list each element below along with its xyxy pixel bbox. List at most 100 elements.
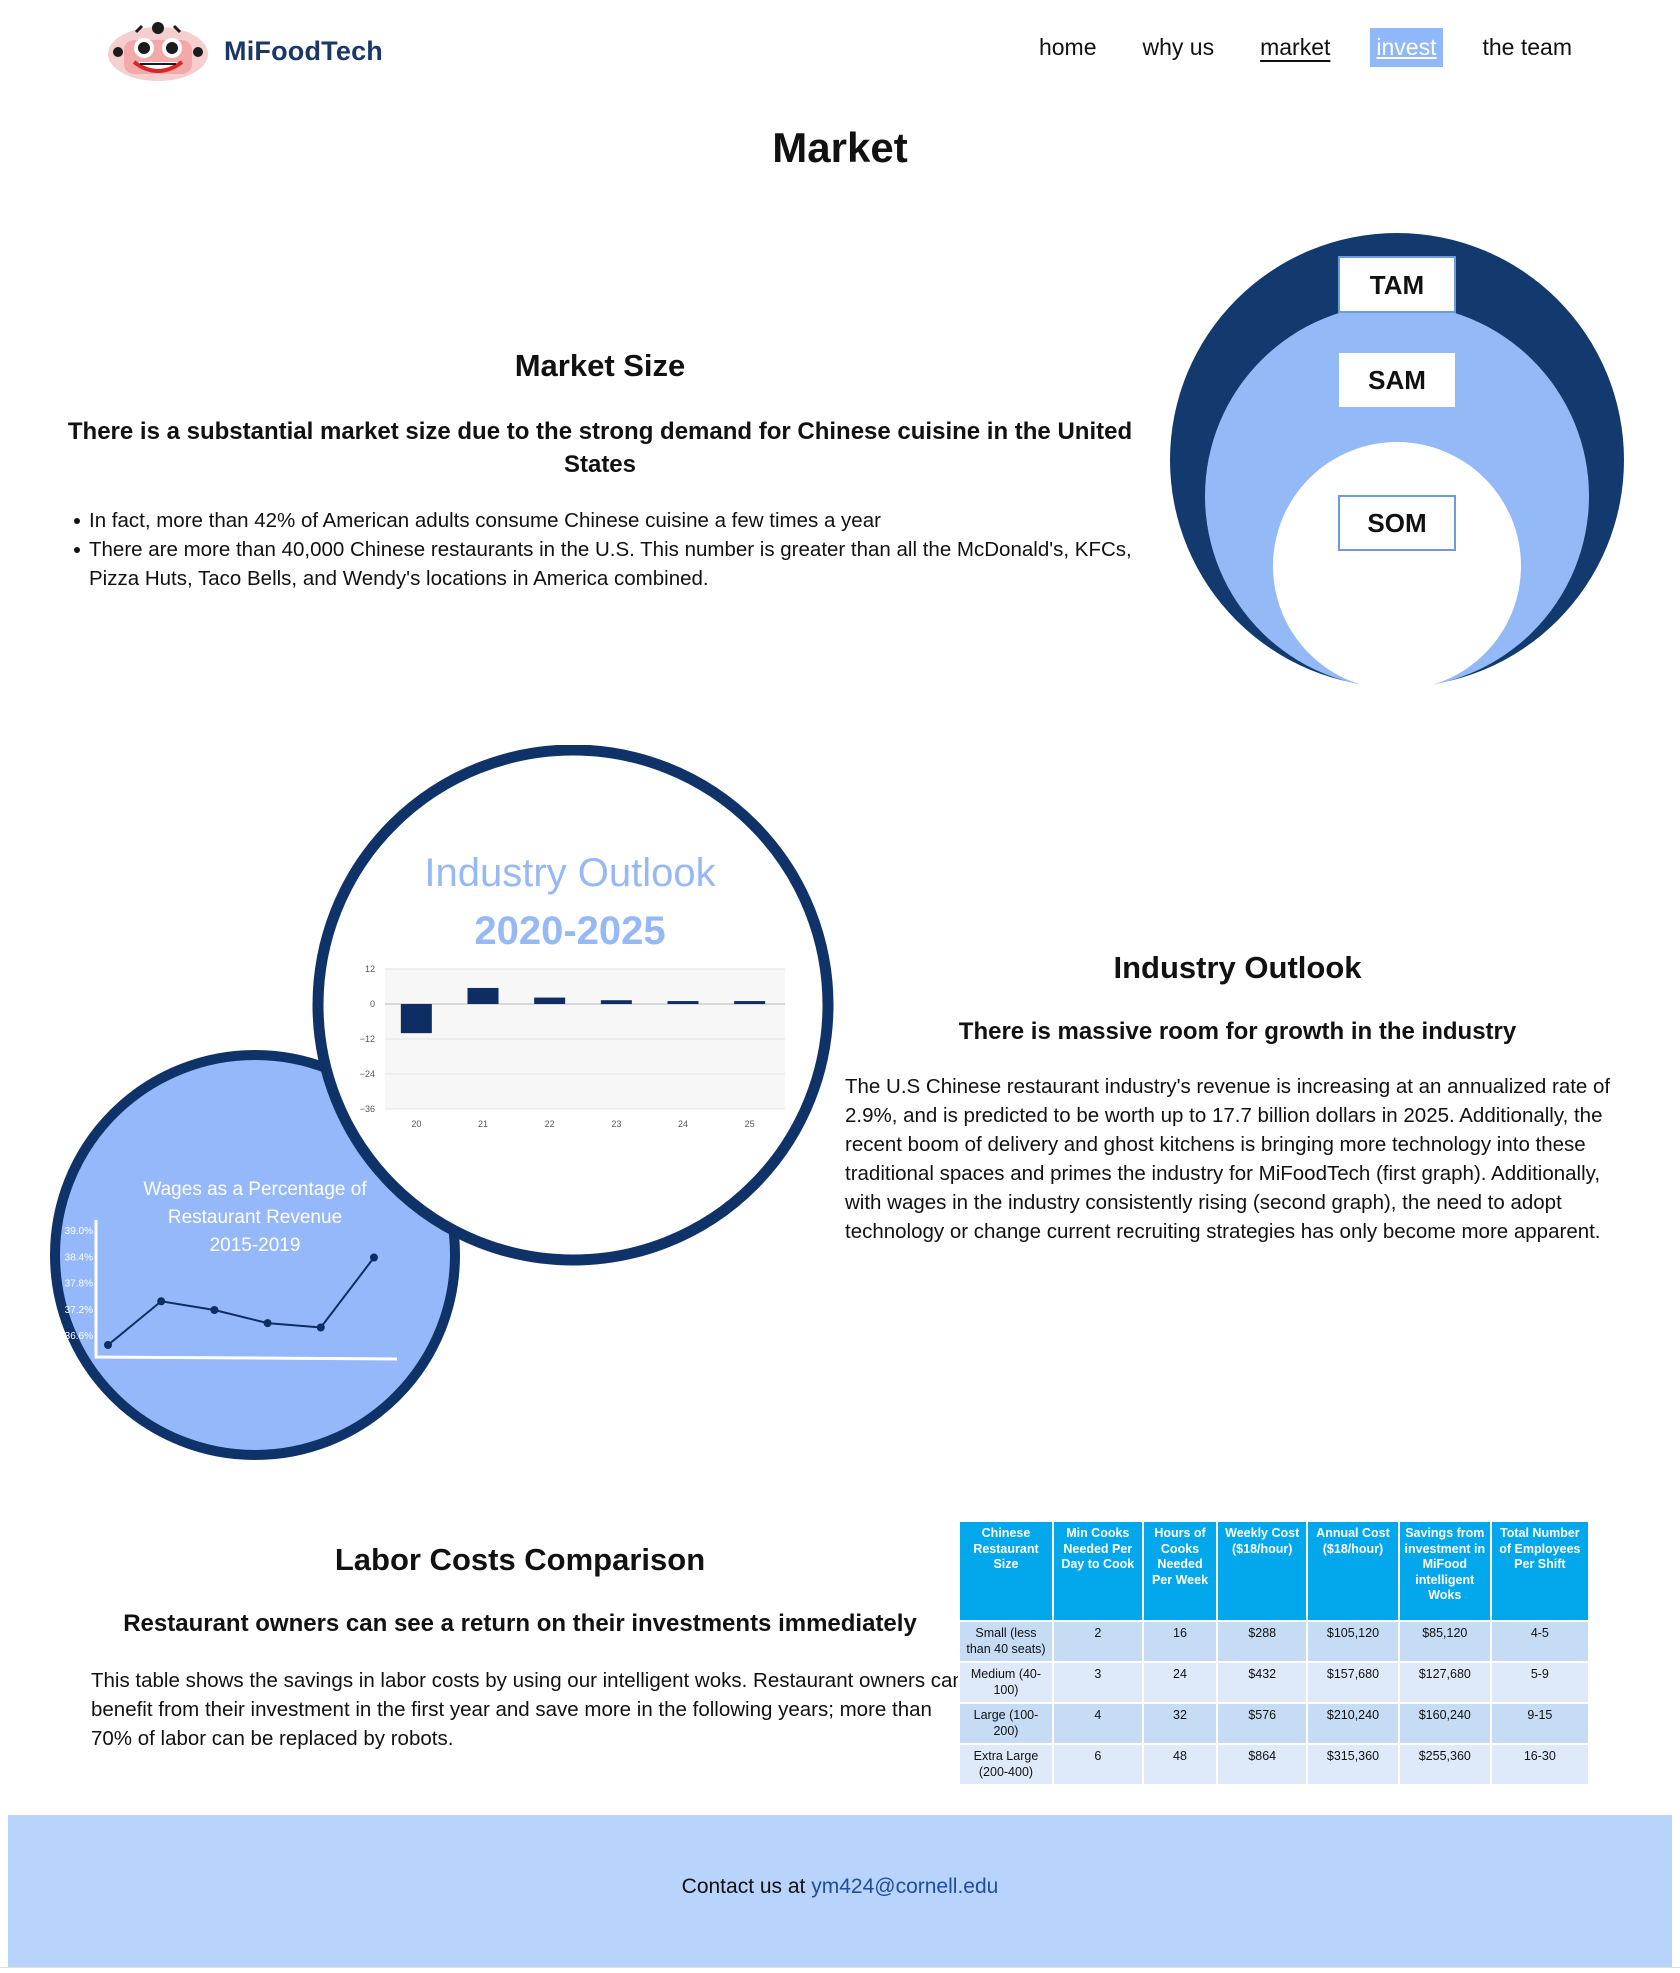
table-cell: $864 xyxy=(1216,1743,1309,1786)
tam-label: TAM xyxy=(1370,270,1424,300)
market-size-list: In fact, more than 42% of American adult… xyxy=(68,506,1168,593)
labor-costs-subtitle: Restaurant owners can see a return on th… xyxy=(123,1610,917,1637)
table-cell: $157,680 xyxy=(1306,1661,1400,1704)
table-header-row: Chinese Restaurant Size Min Cooks Needed… xyxy=(958,1520,1591,1622)
som-label: SOM xyxy=(1367,508,1426,538)
bar xyxy=(534,997,566,1004)
table-cell: $210,240 xyxy=(1306,1702,1400,1745)
industry-outlook-body: The U.S Chinese restaurant industry's re… xyxy=(845,1075,1611,1243)
table-cell: $255,360 xyxy=(1397,1743,1492,1786)
bar xyxy=(400,1004,432,1034)
y-tick-label: −12 xyxy=(360,1034,375,1044)
table-cell: Large (100-200) xyxy=(958,1702,1054,1745)
table-header: Savings from investment in MiFood intell… xyxy=(1397,1520,1492,1622)
som-label-box xyxy=(1338,495,1456,551)
y-tick-label: 38.4% xyxy=(65,1252,93,1263)
table-header: Weekly Cost ($18/hour) xyxy=(1216,1520,1309,1622)
table-cell: Medium (40-100) xyxy=(958,1661,1054,1704)
y-tick-label: 36.6% xyxy=(65,1331,93,1342)
table-header: Annual Cost ($18/hour) xyxy=(1306,1520,1400,1622)
page-title: Market xyxy=(772,124,908,171)
outlook-graph-title-line1: Industry Outlook xyxy=(424,851,716,895)
table-cell: $85,120 xyxy=(1397,1620,1492,1663)
data-point xyxy=(210,1306,219,1314)
y-tick-label: 37.2% xyxy=(65,1305,93,1316)
list-item: There are more than 40,000 Chinese resta… xyxy=(68,535,1168,593)
table-cell: 16 xyxy=(1141,1620,1219,1663)
labor-cost-table: Chinese Restaurant Size Min Cooks Needed… xyxy=(958,1520,1591,1786)
y-tick-label: 12 xyxy=(365,964,375,974)
y-tick-label: 37.8% xyxy=(65,1279,93,1290)
y-tick-label: 0 xyxy=(370,999,375,1009)
bar xyxy=(734,1001,766,1004)
industry-graphs: Wages as a Percentage of Restaurant Reve… xyxy=(50,745,834,1460)
table-cell: 5-9 xyxy=(1489,1661,1591,1704)
logo[interactable]: MiFoodTech xyxy=(106,18,383,84)
wages-title-line3: 2015-2019 xyxy=(210,1235,301,1256)
table-cell: $160,240 xyxy=(1397,1702,1492,1745)
table-header: Total Number of Employees Per Shift xyxy=(1489,1520,1591,1622)
footer: Contact us at ym424@cornell.edu xyxy=(8,1815,1672,1967)
data-point xyxy=(369,1253,378,1262)
table-header: Chinese Restaurant Size xyxy=(958,1520,1054,1622)
nav-invest[interactable]: invest xyxy=(1370,28,1443,67)
y-tick-label: −36 xyxy=(360,1104,375,1114)
robot-logo-icon xyxy=(108,22,208,81)
table-cell: 9-15 xyxy=(1489,1702,1591,1745)
wages-circle xyxy=(50,1050,460,1460)
table-row: Medium (40-100) 3 24 $432 $157,680 $127,… xyxy=(958,1661,1591,1704)
table-cell: Extra Large (200-400) xyxy=(958,1743,1054,1786)
bar xyxy=(467,987,499,1004)
wages-title-line2: Restaurant Revenue xyxy=(168,1207,342,1228)
table-row: Large (100-200) 4 32 $576 $210,240 $160,… xyxy=(958,1702,1591,1745)
list-item: In fact, more than 42% of American adult… xyxy=(68,506,1168,535)
nav-market[interactable]: market xyxy=(1260,34,1331,60)
y-tick-label: −24 xyxy=(360,1069,375,1079)
bar xyxy=(667,1001,699,1004)
x-tick-label: 25 xyxy=(745,1119,755,1129)
x-tick-label: 24 xyxy=(678,1119,688,1129)
tam-sam-som-diagram: TAM SAM SOM xyxy=(1170,233,1650,700)
data-point xyxy=(316,1323,325,1332)
industry-outlook-subtitle: There is massive room for growth in the … xyxy=(958,1018,1517,1045)
labor-costs-title: Labor Costs Comparison xyxy=(334,1542,706,1577)
table-header: Hours of Cooks Needed Per Week xyxy=(1141,1520,1219,1622)
sam-label-box xyxy=(1339,353,1455,407)
y-tick-label: 39.0% xyxy=(65,1226,93,1237)
table-row: Small (less than 40 seats) 2 16 $288 $10… xyxy=(958,1620,1591,1663)
table-cell: $288 xyxy=(1216,1620,1309,1663)
table-header: Min Cooks Needed Per Day to Cook xyxy=(1051,1520,1144,1622)
table-cell: 32 xyxy=(1141,1702,1219,1745)
table-cell: 4-5 xyxy=(1489,1620,1591,1663)
table-cell: Small (less than 40 seats) xyxy=(958,1620,1054,1663)
outlook-bar-chart: 12 0 −12 −24 −36 20 21 22 23 24 25 xyxy=(360,964,785,1129)
table-cell: $127,680 xyxy=(1397,1661,1492,1704)
contact-email-link[interactable]: ym424@cornell.edu xyxy=(811,1875,999,1898)
nav-the-team[interactable]: the team xyxy=(1482,34,1573,60)
page-bottom-edge xyxy=(0,1967,1680,1973)
table-cell: 24 xyxy=(1141,1661,1219,1704)
table-cell: 3 xyxy=(1051,1661,1144,1704)
labor-costs-body: This table shows the savings in labor co… xyxy=(91,1669,964,1750)
main-nav: home why us market invest the team xyxy=(999,28,1578,67)
nav-home[interactable]: home xyxy=(1038,34,1097,60)
table-cell: 2 xyxy=(1051,1620,1144,1663)
outlook-graph-title-line2: 2020-2025 xyxy=(474,909,665,953)
table-cell: 4 xyxy=(1051,1702,1144,1745)
x-tick-label: 22 xyxy=(545,1119,555,1129)
table-cell: 16-30 xyxy=(1489,1743,1591,1786)
market-size-title: Market Size xyxy=(514,348,686,383)
data-point xyxy=(263,1319,272,1328)
wages-line-chart: 39.0% 38.4% 37.8% 37.2% 36.6% xyxy=(65,1220,398,1361)
table-cell: 6 xyxy=(1051,1743,1144,1786)
brand-name[interactable]: MiFoodTech xyxy=(224,35,383,66)
table-cell: $105,120 xyxy=(1306,1620,1400,1663)
data-point xyxy=(157,1297,166,1306)
table-row: Extra Large (200-400) 6 48 $864 $315,360… xyxy=(958,1743,1591,1786)
tam-label-box xyxy=(1338,256,1456,313)
bar xyxy=(600,1000,632,1004)
nav-why-us[interactable]: why us xyxy=(1142,34,1215,60)
industry-outlook-title: Industry Outlook xyxy=(1113,950,1362,985)
contact-label: Contact us at xyxy=(681,1875,812,1898)
som-circle xyxy=(1273,442,1521,690)
